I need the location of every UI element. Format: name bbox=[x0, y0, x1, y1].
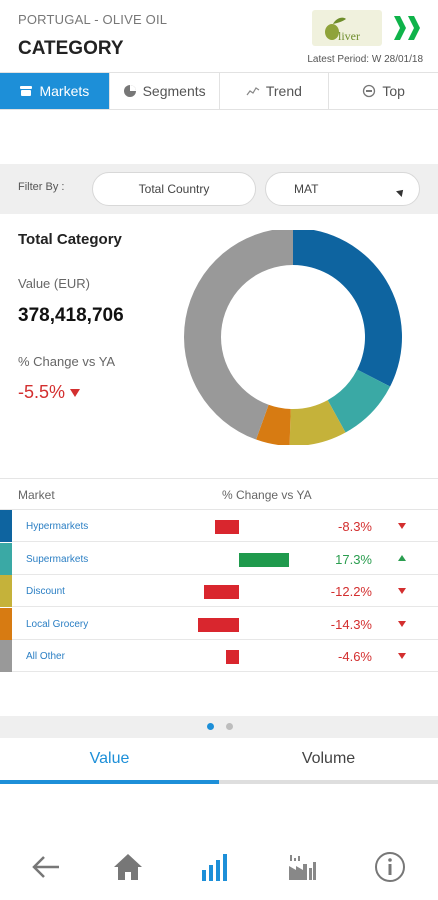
period-select[interactable]: MAT bbox=[265, 172, 420, 206]
page-title: CATEGORY bbox=[18, 38, 124, 59]
home-button[interactable] bbox=[108, 848, 148, 886]
donut-slice[interactable] bbox=[184, 230, 293, 440]
measure-toggle: Value Volume bbox=[0, 738, 438, 784]
change-label: % Change vs YA bbox=[18, 354, 116, 369]
change-bar bbox=[197, 617, 239, 632]
trend-line-icon bbox=[246, 87, 260, 96]
market-color-swatch bbox=[0, 542, 12, 575]
column-header-change: % Change vs YA bbox=[222, 488, 312, 502]
dropdown-caret-icon bbox=[396, 187, 406, 197]
table-row[interactable]: Local Grocery -14.3% bbox=[0, 607, 438, 640]
market-name[interactable]: Hypermarkets bbox=[26, 521, 89, 532]
value-toggle-button[interactable]: Value bbox=[0, 738, 219, 784]
pie-chart-icon bbox=[123, 85, 136, 97]
olive-oil-logo: liver bbox=[312, 10, 382, 46]
volume-toggle-button[interactable]: Volume bbox=[219, 738, 438, 784]
total-change-value: -5.5% bbox=[18, 382, 66, 402]
filter-bar: Filter By : Total Country MAT bbox=[0, 164, 438, 214]
market-change-value: -12.2% bbox=[330, 584, 372, 599]
market-change-value: 17.3% bbox=[335, 551, 372, 567]
tab-segments-label: Segments bbox=[142, 83, 206, 99]
store-icon bbox=[20, 86, 33, 96]
table-header: Market % Change vs YA bbox=[0, 478, 438, 510]
pager-dot[interactable] bbox=[226, 723, 233, 730]
header: PORTUGAL - OLIVE OIL CATEGORY liver Late… bbox=[0, 0, 438, 72]
donut-slice[interactable] bbox=[293, 230, 403, 387]
market-change-value: -8.3% bbox=[338, 519, 372, 534]
table-row[interactable]: Supermarkets 17.3% bbox=[0, 542, 438, 575]
column-header-market: Market bbox=[18, 488, 55, 502]
summary-title: Total Category bbox=[18, 231, 122, 248]
back-arrow-icon bbox=[32, 856, 59, 878]
donut-slice[interactable] bbox=[289, 400, 346, 445]
pager-dot-active[interactable] bbox=[207, 723, 214, 730]
market-name[interactable]: Supermarkets bbox=[26, 553, 89, 565]
market-color-swatch bbox=[0, 607, 12, 640]
info-icon bbox=[375, 852, 405, 882]
latest-period: Latest Period: W 28/01/18 bbox=[307, 54, 423, 65]
charts-button[interactable] bbox=[195, 848, 235, 886]
top-icon bbox=[363, 84, 376, 98]
bottom-navigation bbox=[0, 840, 438, 894]
table-row[interactable]: All Other -4.6% bbox=[0, 640, 438, 672]
change-bar bbox=[203, 585, 239, 599]
down-arrow-icon bbox=[398, 588, 406, 594]
tab-markets-label: Markets bbox=[39, 83, 90, 99]
logo-text: liver bbox=[338, 29, 360, 43]
total-change: -5.5% bbox=[18, 382, 81, 403]
info-button[interactable] bbox=[370, 848, 410, 886]
change-bar bbox=[225, 650, 239, 664]
change-bar bbox=[239, 552, 289, 567]
tab-trend-label: Trend bbox=[265, 83, 302, 99]
donut-slice[interactable] bbox=[256, 404, 291, 445]
down-arrow-icon bbox=[398, 653, 406, 659]
filter-label: Filter By : bbox=[18, 181, 65, 193]
value-label: Value (EUR) bbox=[18, 276, 91, 291]
market-share-donut bbox=[184, 230, 403, 445]
market-color-swatch bbox=[0, 575, 12, 607]
table-row[interactable]: Discount -12.2% bbox=[0, 575, 438, 607]
market-color-swatch bbox=[0, 640, 12, 672]
bar-chart-icon bbox=[202, 854, 227, 881]
donut-slice[interactable] bbox=[327, 369, 391, 433]
total-value: 378,418,706 bbox=[18, 305, 124, 326]
industry-reports-button[interactable] bbox=[282, 848, 322, 886]
pager bbox=[0, 716, 438, 738]
back-button[interactable] bbox=[26, 848, 66, 886]
market-change-value: -14.3% bbox=[330, 616, 372, 632]
tab-top-label: Top bbox=[382, 83, 405, 99]
down-arrow-icon bbox=[398, 620, 406, 627]
tab-trend[interactable]: Trend bbox=[220, 73, 330, 109]
home-icon bbox=[114, 854, 142, 880]
section-tabs: Markets Segments Trend Top bbox=[0, 72, 438, 110]
geography-filter-value: Total Country bbox=[138, 182, 210, 196]
down-arrow-icon bbox=[398, 523, 406, 529]
change-bar bbox=[215, 520, 239, 534]
market-color-swatch bbox=[0, 510, 12, 542]
table-row[interactable]: Hypermarkets -8.3% bbox=[0, 510, 438, 542]
tab-top[interactable]: Top bbox=[329, 73, 438, 109]
up-arrow-icon bbox=[398, 554, 406, 561]
market-name[interactable]: Discount bbox=[26, 586, 65, 597]
market-name[interactable]: Local Grocery bbox=[26, 618, 89, 630]
tab-segments[interactable]: Segments bbox=[110, 73, 220, 109]
market-change-value: -4.6% bbox=[338, 649, 372, 664]
market-name[interactable]: All Other bbox=[26, 651, 65, 662]
tab-markets[interactable]: Markets bbox=[0, 73, 110, 109]
geography-filter-button[interactable]: Total Country bbox=[92, 172, 256, 206]
period-select-value: MAT bbox=[294, 182, 319, 196]
down-arrow-icon bbox=[70, 389, 81, 398]
factory-chart-icon bbox=[289, 855, 316, 880]
brand-logo-icon bbox=[392, 14, 424, 42]
page-subtitle: PORTUGAL - OLIVE OIL bbox=[18, 12, 168, 27]
